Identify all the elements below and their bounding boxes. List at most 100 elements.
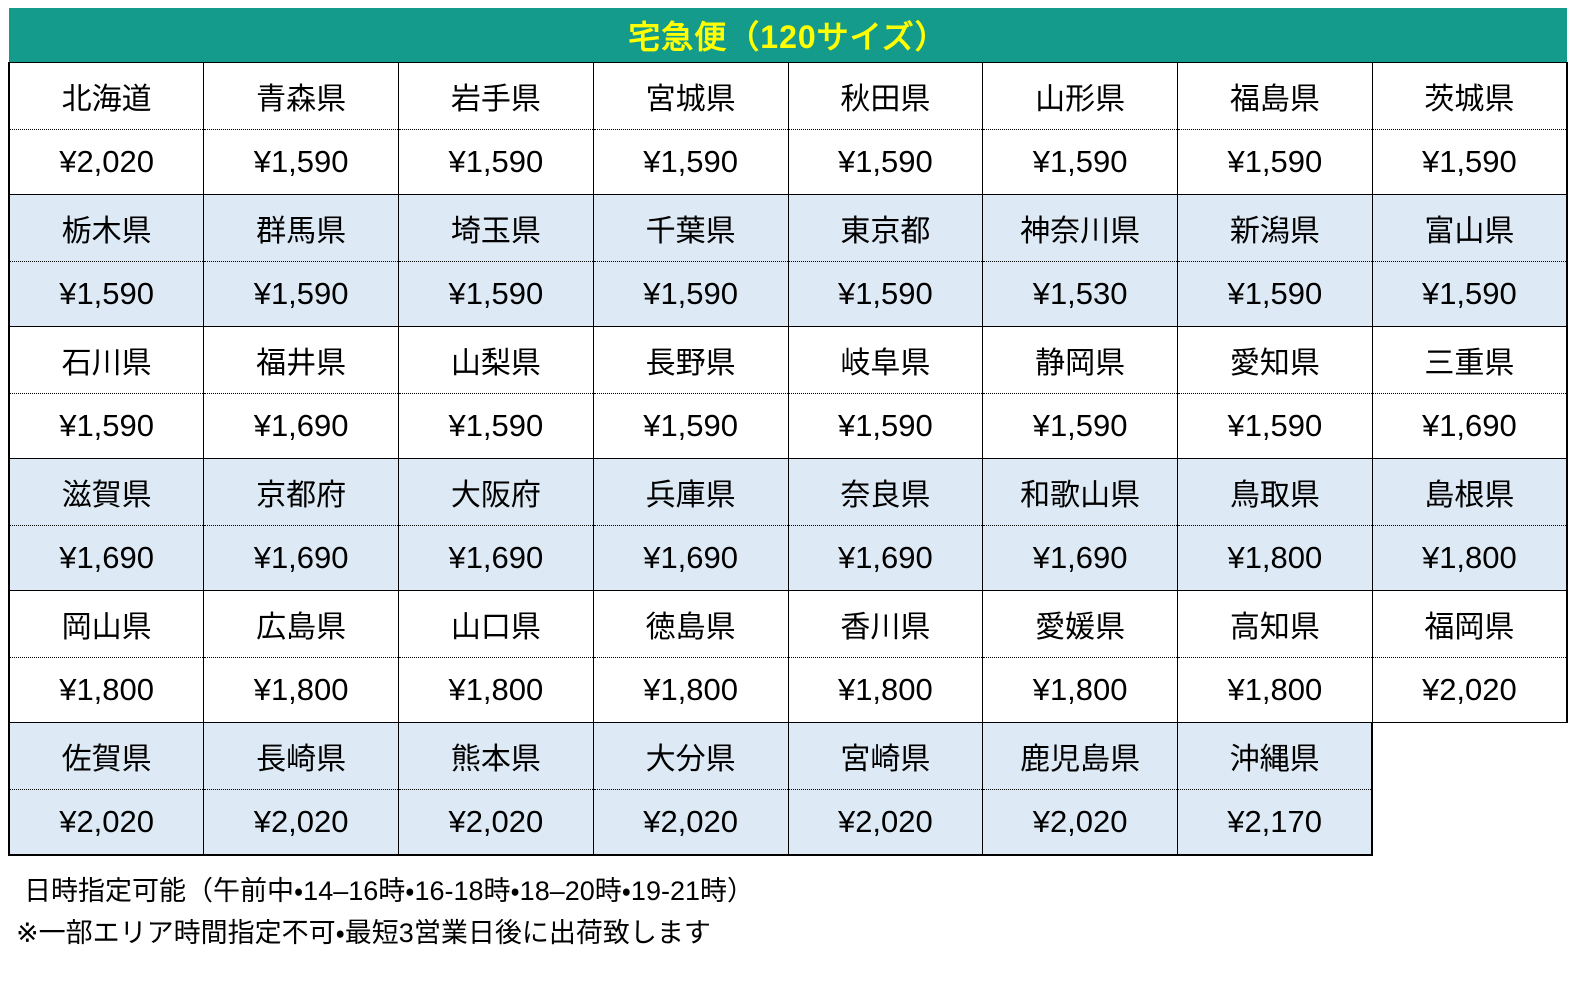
prefecture-cell: 沖縄県 (1177, 722, 1374, 790)
price-table-header: 宅急便（120サイズ） (9, 8, 1567, 63)
price-cell: ¥2,020 (8, 129, 205, 195)
price-cell: ¥1,590 (398, 393, 594, 459)
price-cell: ¥1,690 (203, 525, 399, 591)
prefecture-cell: 福井県 (203, 326, 399, 394)
prefecture-cell: 群馬県 (203, 194, 399, 262)
prefecture-cell: 高知県 (1177, 590, 1373, 658)
prefecture-cell: 佐賀県 (8, 722, 205, 790)
price-cell: ¥1,590 (1177, 129, 1373, 195)
note-shipping-caveat: ※一部エリア時間指定不可・最短3営業日後に出荷致します (16, 918, 711, 948)
prefecture-row: 北海道 青森県 岩手県 宮城県 秋田県 山形県 福島県 茨城県 (8, 62, 1568, 130)
price-cell: ¥1,800 (398, 657, 594, 723)
prefecture-cell: 千葉県 (592, 194, 789, 262)
prefecture-cell: 兵庫県 (592, 458, 789, 526)
price-cell: ¥1,590 (982, 129, 1178, 195)
price-cell: ¥1,590 (592, 261, 789, 327)
price-cell: ¥1,590 (1371, 129, 1568, 195)
price-cell: ¥1,590 (398, 261, 594, 327)
prefecture-row: 滋賀県 京都府 大阪府 兵庫県 奈良県 和歌山県 鳥取県 島根県 (8, 458, 1568, 526)
price-cell: ¥1,590 (1177, 393, 1373, 459)
prefecture-cell: 宮城県 (592, 62, 789, 130)
note-delivery-times: 日時指定可能（午前中・14–16時・16-18時・18–20時・19-21時） (24, 876, 754, 906)
price-cell: ¥2,020 (398, 789, 594, 856)
prefecture-row: 佐賀県 長崎県 熊本県 大分県 宮崎県 鹿児島県 沖縄県 (8, 722, 1567, 855)
prefecture-cell: 茨城県 (1371, 62, 1568, 130)
price-cell: ¥1,800 (982, 657, 1178, 723)
prefecture-cell: 鹿児島県 (982, 722, 1178, 790)
price-cell: ¥1,800 (592, 657, 789, 723)
prefecture-cell: 福岡県 (1371, 590, 1568, 658)
prefecture-cell: 京都府 (203, 458, 399, 526)
title-row: 宅急便（120サイズ） (9, 8, 1567, 63)
prefecture-cell: 長野県 (592, 326, 789, 394)
prefecture-cell: 山梨県 (398, 326, 594, 394)
price-cell: ¥1,590 (787, 261, 984, 327)
shipping-rate-sheet: 宅急便（120サイズ） 北海道 青森県 岩手県 宮城県 秋田県 山形県 福島県 茨城県 ¥2,0… (8, 8, 1568, 954)
price-cell: ¥2,020 (8, 789, 205, 856)
prefecture-cell: 静岡県 (982, 326, 1178, 394)
price-cell: ¥1,690 (1371, 393, 1568, 459)
price-cell: ¥1,590 (787, 129, 984, 195)
prefecture-row: 石川県 福井県 山梨県 長野県 岐阜県 静岡県 愛知県 三重県 (8, 326, 1568, 394)
prefecture-cell: 岩手県 (398, 62, 594, 130)
price-cell: ¥1,590 (592, 393, 789, 459)
price-cell: ¥1,690 (8, 525, 205, 591)
prefecture-cell: 徳島県 (592, 590, 789, 658)
price-cell: ¥1,690 (787, 525, 984, 591)
price-row: ¥1,690 ¥1,690 ¥1,690 ¥1,690 ¥1,690 ¥1,690 ¥1,8… (8, 525, 1568, 591)
price-cell: ¥1,800 (8, 657, 205, 723)
price-cell: ¥1,590 (1177, 261, 1373, 327)
price-row: ¥1,590 ¥1,590 ¥1,590 ¥1,590 ¥1,590 ¥1,530 ¥1,5… (8, 261, 1568, 327)
prefecture-cell: 鳥取県 (1177, 458, 1373, 526)
price-cell: ¥1,590 (203, 261, 399, 327)
price-cell: ¥1,690 (398, 525, 594, 591)
price-cell: ¥1,800 (203, 657, 399, 723)
price-cell: ¥1,590 (982, 393, 1178, 459)
prefecture-cell: 広島県 (203, 590, 399, 658)
prefecture-cell: 埼玉県 (398, 194, 594, 262)
price-cell: ¥1,800 (787, 657, 984, 723)
price-cell: ¥1,690 (592, 525, 789, 591)
price-cell: ¥2,170 (1177, 789, 1374, 856)
prefecture-row: 岡山県 広島県 山口県 徳島県 香川県 愛媛県 高知県 福岡県 (8, 590, 1568, 658)
price-cell: ¥1,590 (8, 393, 205, 459)
price-cell: ¥1,800 (1371, 525, 1568, 591)
prefecture-cell: 福島県 (1177, 62, 1373, 130)
prefecture-cell: 山形県 (982, 62, 1178, 130)
price-cell: ¥1,590 (1371, 261, 1568, 327)
prefecture-cell: 愛媛県 (982, 590, 1178, 658)
price-cell: ¥1,800 (1177, 525, 1373, 591)
prefecture-cell: 青森県 (203, 62, 399, 130)
prefecture-cell: 滋賀県 (8, 458, 205, 526)
prefecture-cell: 神奈川県 (982, 194, 1178, 262)
price-cell: ¥2,020 (592, 789, 789, 856)
prefecture-cell: 宮崎県 (787, 722, 984, 790)
prefecture-cell: 三重県 (1371, 326, 1568, 394)
price-row: ¥2,020 ¥1,590 ¥1,590 ¥1,590 ¥1,590 ¥1,590 ¥1,5… (8, 129, 1568, 195)
notes: 日時指定可能（午前中・14–16時・16-18時・18–20時・19-21時） … (8, 856, 1568, 954)
price-cell: ¥2,020 (203, 789, 399, 856)
prefecture-cell: 石川県 (8, 326, 205, 394)
prefecture-row: 栃木県 群馬県 埼玉県 千葉県 東京都 神奈川県 新潟県 富山県 (8, 194, 1568, 262)
price-cell: ¥1,590 (398, 129, 594, 195)
price-cell: ¥2,020 (787, 789, 984, 856)
prefecture-cell: 和歌山県 (982, 458, 1178, 526)
prefecture-cell: 岡山県 (8, 590, 205, 658)
prefecture-cell: 熊本県 (398, 722, 594, 790)
price-row: ¥2,020 ¥2,020 ¥2,020 ¥2,020 ¥2,020 ¥2,020 ¥2,1… (8, 789, 1567, 856)
price-cell: ¥1,590 (8, 261, 205, 327)
prefecture-cell: 大分県 (592, 722, 789, 790)
price-cell: ¥2,020 (982, 789, 1178, 856)
prefecture-cell: 大阪府 (398, 458, 594, 526)
table-title: 宅急便（120サイズ） (9, 8, 1567, 63)
price-table: 宅急便（120サイズ） 北海道 青森県 岩手県 宮城県 秋田県 山形県 福島県 茨城県 ¥2,0… (8, 8, 1568, 856)
prefecture-cell: 東京都 (787, 194, 984, 262)
prefecture-cell: 山口県 (398, 590, 594, 658)
prefecture-cell: 島根県 (1371, 458, 1568, 526)
price-cell: ¥1,800 (1177, 657, 1373, 723)
prefecture-cell: 奈良県 (787, 458, 984, 526)
prefecture-cell: 秋田県 (787, 62, 984, 130)
prefecture-cell: 富山県 (1371, 194, 1568, 262)
prefecture-cell: 長崎県 (203, 722, 399, 790)
price-cell: ¥1,690 (203, 393, 399, 459)
